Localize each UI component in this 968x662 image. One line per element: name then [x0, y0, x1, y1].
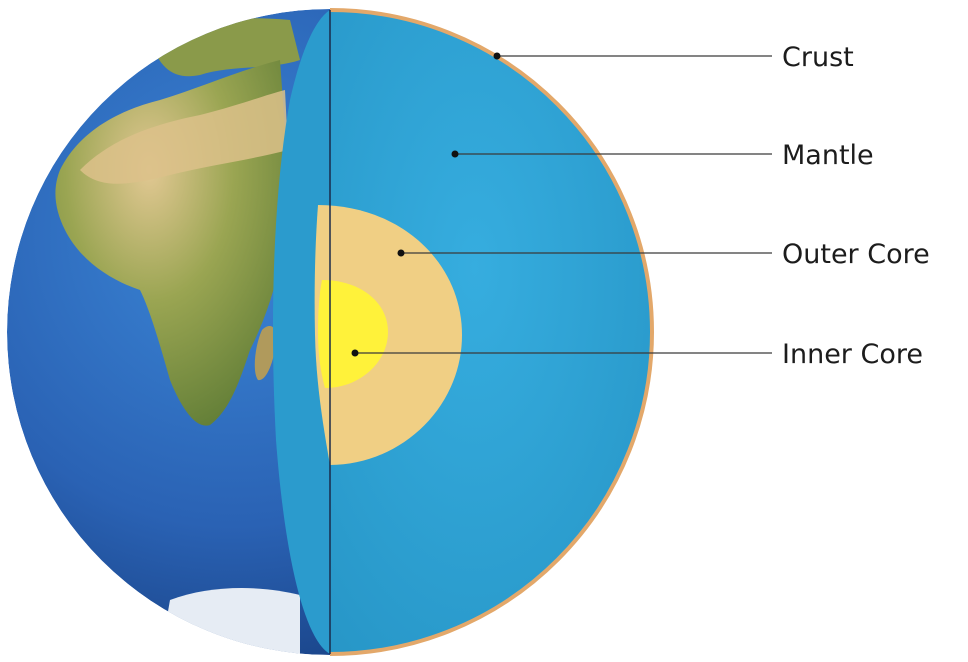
leader-lines: [351, 52, 772, 357]
mantle-label: Mantle: [782, 140, 874, 171]
outer-core-label: Outer Core: [782, 239, 930, 270]
mantle-pointer-dot: [451, 150, 459, 158]
inner-core-layer: [318, 280, 388, 388]
madagascar-landmass: [254, 326, 277, 381]
inner-core-pointer-dot: [351, 349, 359, 357]
layer-labels: Crust Mantle Outer Core Inner Core: [782, 42, 930, 370]
inner-core-label: Inner Core: [782, 339, 923, 370]
crust-label: Crust: [782, 42, 854, 73]
crust-layer: [329, 8, 654, 656]
crust-pointer-dot: [493, 52, 501, 60]
antarctica-ice: [160, 588, 300, 655]
cutaway-section: [272, 8, 654, 656]
mantle-layer: [330, 10, 652, 654]
sahara-desert: [80, 90, 288, 184]
outer-core-layer: [314, 205, 462, 465]
outer-core-pointer-dot: [397, 249, 405, 257]
